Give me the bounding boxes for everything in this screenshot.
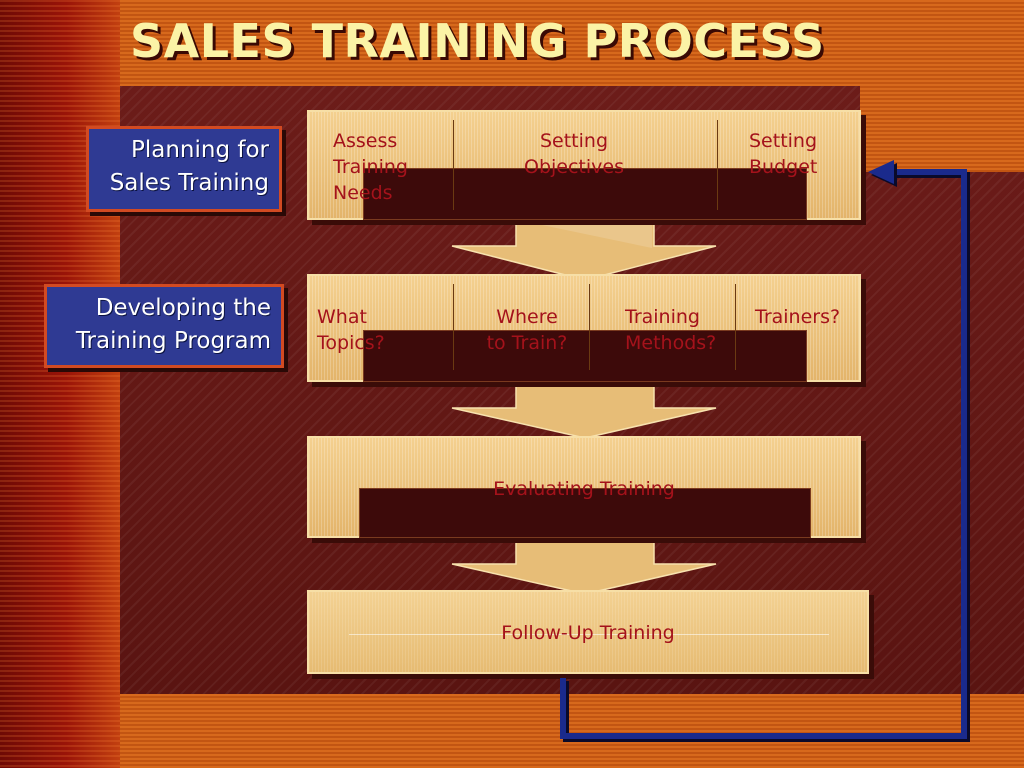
training-methods: Training Methods? [625,304,716,356]
developing-label-line-1: Developing the [95,295,271,321]
what-topics: What Topics? [317,304,385,356]
planning-divider-1 [453,120,454,210]
setting-budget: Setting Budget [749,128,817,180]
evaluating-training: Evaluating Training [493,478,675,500]
topics-line-1: What [317,306,367,328]
down-arrow-3 [451,536,717,595]
developing-label-line-2: Training Program [75,328,271,354]
assess-line-1: Assess [333,130,398,152]
down-arrow-2 [451,380,717,439]
budget-line-2: Budget [749,156,818,178]
slide-title: SALES TRAINING PROCESS [130,14,825,68]
developing-stage-box: What Topics? Where to Train? Training Me… [307,274,861,382]
developing-divider-1 [453,284,454,370]
where-line-1: Where [496,306,558,328]
trainers-line-1: Trainers? [755,306,841,328]
planning-stage-box: Assess Training Needs Setting Objectives… [307,110,861,220]
planning-label-line-1: Planning for [130,137,269,163]
evaluating-stage-box: Evaluating Training [307,436,861,538]
follow-up-training: Follow-Up Training [501,622,675,644]
objectives-line-1: Setting [539,130,609,152]
developing-divider-2 [589,284,590,370]
methods-line-1: Training [625,306,700,328]
follow-up-stage-box: Follow-Up Training [307,590,869,674]
objectives-line-2: Objectives [524,156,624,178]
methods-line-2: Methods? [625,332,717,354]
evaluating-stage-inner [359,488,811,538]
assess-line-3: Needs [333,182,393,204]
developing-label: Developing the Training Program [44,284,284,368]
assess-line-2: Training [333,156,408,178]
background-bottom-band [120,694,1024,768]
assess-training-needs: Assess Training Needs [333,128,408,206]
planning-divider-2 [717,120,718,210]
follow-up-rule [349,634,829,635]
developing-divider-3 [735,284,736,370]
planning-label-line-2: Sales Training [109,170,269,196]
topics-line-2: Topics? [317,332,385,354]
where-line-2: to Train? [486,332,568,354]
planning-stage-inner [363,168,807,220]
developing-stage-inner [363,330,807,382]
down-arrow-1 [451,218,717,281]
budget-line-1: Setting [749,130,818,152]
planning-label: Planning for Sales Training [86,126,282,212]
where-to-train: Where to Train? [477,304,577,356]
setting-objectives: Setting Objectives [519,128,629,180]
background-right-band [860,0,1024,172]
trainers: Trainers? [755,304,840,330]
